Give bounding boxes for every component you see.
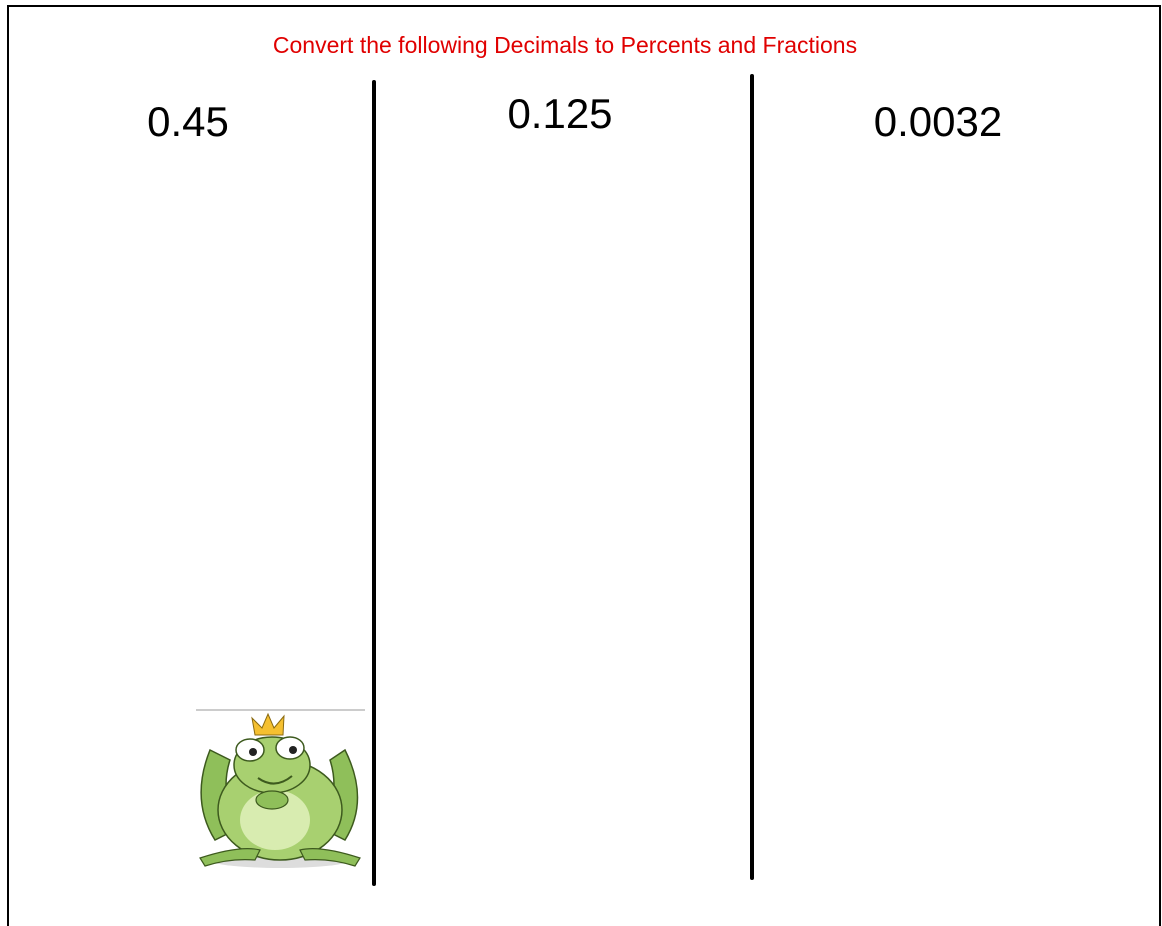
frog-prince-clipart xyxy=(196,710,365,868)
worksheet-title: Convert the following Decimals to Percen… xyxy=(273,32,857,58)
decimal-problem: 0.45 xyxy=(147,98,229,145)
page: Convert the following Decimals to Percen… xyxy=(0,0,1162,926)
worksheet: Convert the following Decimals to Percen… xyxy=(0,0,1162,926)
decimal-problem: 0.0032 xyxy=(874,98,1002,145)
decimal-problem: 0.125 xyxy=(507,90,612,137)
